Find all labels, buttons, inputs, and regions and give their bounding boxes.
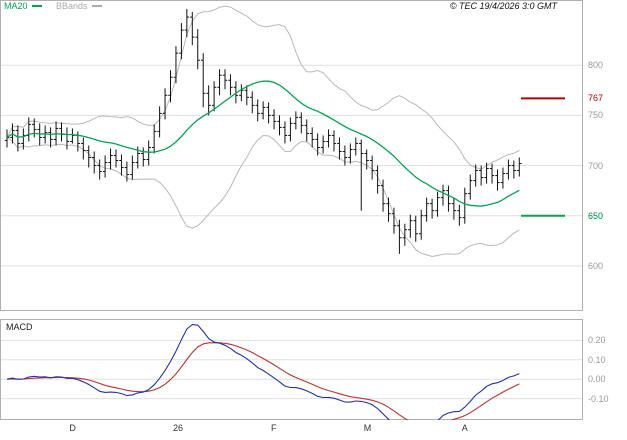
x-axis-label: A (461, 423, 468, 433)
macd-chart-svg (0, 319, 583, 420)
ma20-line-sample (31, 4, 42, 7)
price-axis-label: 600 (588, 260, 604, 271)
legend-bbands: BBands (56, 1, 88, 11)
x-axis-label: F (271, 423, 277, 433)
macd-axis-label: 0.00 (588, 374, 606, 385)
price-axis-label: 700 (588, 160, 604, 171)
legend-item-ma20: MA20 (4, 1, 50, 11)
bbands-line-sample (91, 4, 102, 7)
legend-item-bbands: BBands (56, 1, 110, 11)
x-axis-label: D (69, 423, 76, 433)
level-label: 650 (588, 210, 604, 221)
price-axis-label: 650 (588, 210, 604, 221)
price-chart-svg (0, 0, 583, 311)
macd-panel-label: MACD (6, 322, 33, 332)
chart-legend: MA20 BBands (4, 1, 114, 11)
copyright-text: © TEC 19/4/2026 3:0 GMT (449, 1, 557, 11)
level-label: 767 (588, 93, 604, 104)
x-axis-label: M (363, 423, 372, 433)
price-axis-label: 750 (588, 110, 604, 121)
macd-axis-label: -0.10 (588, 393, 609, 404)
x-axis-label: 26 (172, 423, 183, 433)
price-axis-label: 800 (588, 60, 604, 71)
macd-axis-label: 0.10 (588, 354, 606, 365)
legend-ma20: MA20 (4, 1, 28, 11)
macd-axis-label: 0.20 (588, 335, 606, 346)
